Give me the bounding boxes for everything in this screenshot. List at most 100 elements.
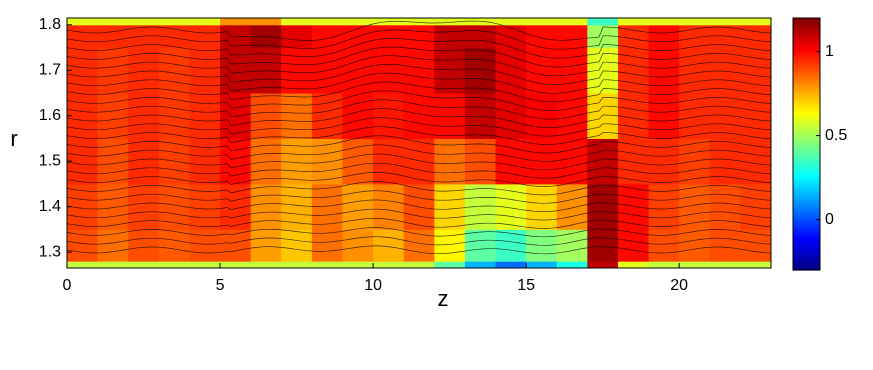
heat-cell xyxy=(189,18,221,26)
heat-cell xyxy=(648,47,680,94)
streamline xyxy=(66,29,772,50)
heat-cell xyxy=(281,229,313,262)
heat-cell xyxy=(679,261,711,269)
heat-cell xyxy=(220,138,252,185)
streamline xyxy=(66,162,772,179)
heat-cell xyxy=(587,18,619,26)
colorbar-swatch xyxy=(793,58,820,62)
colorbar-swatch xyxy=(793,91,820,95)
heat-cell xyxy=(434,183,466,230)
colorbar-swatch xyxy=(793,181,820,185)
heat-cell xyxy=(97,138,129,185)
heat-cell xyxy=(617,47,650,94)
heat-cell xyxy=(373,229,405,262)
streamline xyxy=(66,38,772,59)
colorbar-swatch xyxy=(793,184,820,188)
heat-cell xyxy=(342,229,374,262)
streamline xyxy=(66,190,772,204)
colorbar-swatch xyxy=(793,123,820,127)
heat-cell xyxy=(311,24,343,49)
colorbar-swatch xyxy=(793,194,820,198)
plot-frame xyxy=(66,17,772,269)
colorbar-swatch xyxy=(793,68,820,72)
heat-cell xyxy=(464,93,497,139)
colorbar-swatch xyxy=(793,179,820,183)
colorbar-swatch xyxy=(793,98,820,102)
streamline xyxy=(66,208,772,221)
heat-cell xyxy=(740,24,772,49)
heat-cell xyxy=(648,18,680,26)
heat-cell xyxy=(709,138,741,185)
streamline xyxy=(66,218,772,229)
heat-cell xyxy=(281,183,313,230)
y-tick-label: 1.8 xyxy=(39,16,61,33)
colorbar-swatch xyxy=(793,121,820,125)
heat-cell xyxy=(67,93,99,139)
heat-cell xyxy=(403,18,435,26)
colorbar-swatch xyxy=(793,63,820,67)
heat-cell xyxy=(434,93,466,139)
heat-cell xyxy=(526,18,558,26)
heat-cell xyxy=(189,93,221,139)
colorbar-swatch xyxy=(793,53,820,57)
colorbar-tick-label: 0.5 xyxy=(825,127,847,144)
heat-cell xyxy=(648,261,680,269)
heat-cell xyxy=(587,47,619,94)
heat-cell xyxy=(311,229,343,262)
heat-cell xyxy=(740,18,772,26)
heat-cell xyxy=(709,261,741,269)
heat-cell xyxy=(556,18,588,26)
heat-cell xyxy=(220,261,252,269)
colorbar-swatch xyxy=(793,40,820,44)
colorbar-swatch xyxy=(793,33,820,37)
colorbar-swatch xyxy=(793,86,820,90)
heat-cell xyxy=(617,24,650,49)
heat-cell xyxy=(67,24,99,49)
colorbar-swatch xyxy=(793,20,820,24)
x-tick-label: 0 xyxy=(63,277,72,294)
heat-cell xyxy=(617,261,650,269)
colorbar-swatch xyxy=(793,264,820,269)
heat-cell xyxy=(128,229,160,262)
heat-cell xyxy=(587,93,619,139)
colorbar-swatch xyxy=(793,262,820,266)
heat-cell xyxy=(403,47,435,94)
streamline xyxy=(66,199,772,212)
heat-cell xyxy=(709,93,741,139)
heat-cell xyxy=(67,18,99,26)
heat-cell xyxy=(281,47,313,94)
heat-cell xyxy=(128,93,160,139)
streamline xyxy=(66,117,772,137)
heat-cell xyxy=(97,229,129,262)
colorbar-swatch xyxy=(793,267,820,271)
colorbar-swatch xyxy=(793,222,820,226)
heat-cell xyxy=(281,261,313,269)
y-tick-label: 1.3 xyxy=(39,243,61,260)
colorbar-swatch xyxy=(793,146,820,150)
heat-cell xyxy=(434,138,466,185)
heat-cell xyxy=(403,261,435,269)
heat-cell xyxy=(281,18,313,26)
heat-cell xyxy=(740,47,772,94)
colorbar-swatch xyxy=(793,93,820,97)
heat-cell xyxy=(311,261,343,269)
heat-cell xyxy=(189,24,221,49)
heat-cell xyxy=(556,93,588,139)
heat-cell xyxy=(648,138,680,185)
colorbar-swatch xyxy=(793,166,820,170)
heat-cell xyxy=(495,18,527,26)
heat-cell xyxy=(526,183,558,230)
x-tick-label: 5 xyxy=(216,277,225,294)
heat-cell xyxy=(434,261,466,269)
colorbar-swatch xyxy=(793,106,820,110)
heat-cell xyxy=(373,47,405,94)
colorbar-swatch xyxy=(793,70,820,75)
heat-cell xyxy=(526,47,558,94)
colorbar-swatch xyxy=(793,25,820,29)
colorbar-swatch xyxy=(793,174,820,178)
heat-cell xyxy=(373,24,405,49)
heat-cell xyxy=(464,24,497,49)
streamline xyxy=(66,135,772,154)
colorbar-swatch xyxy=(793,169,820,173)
heat-cell xyxy=(97,183,129,230)
